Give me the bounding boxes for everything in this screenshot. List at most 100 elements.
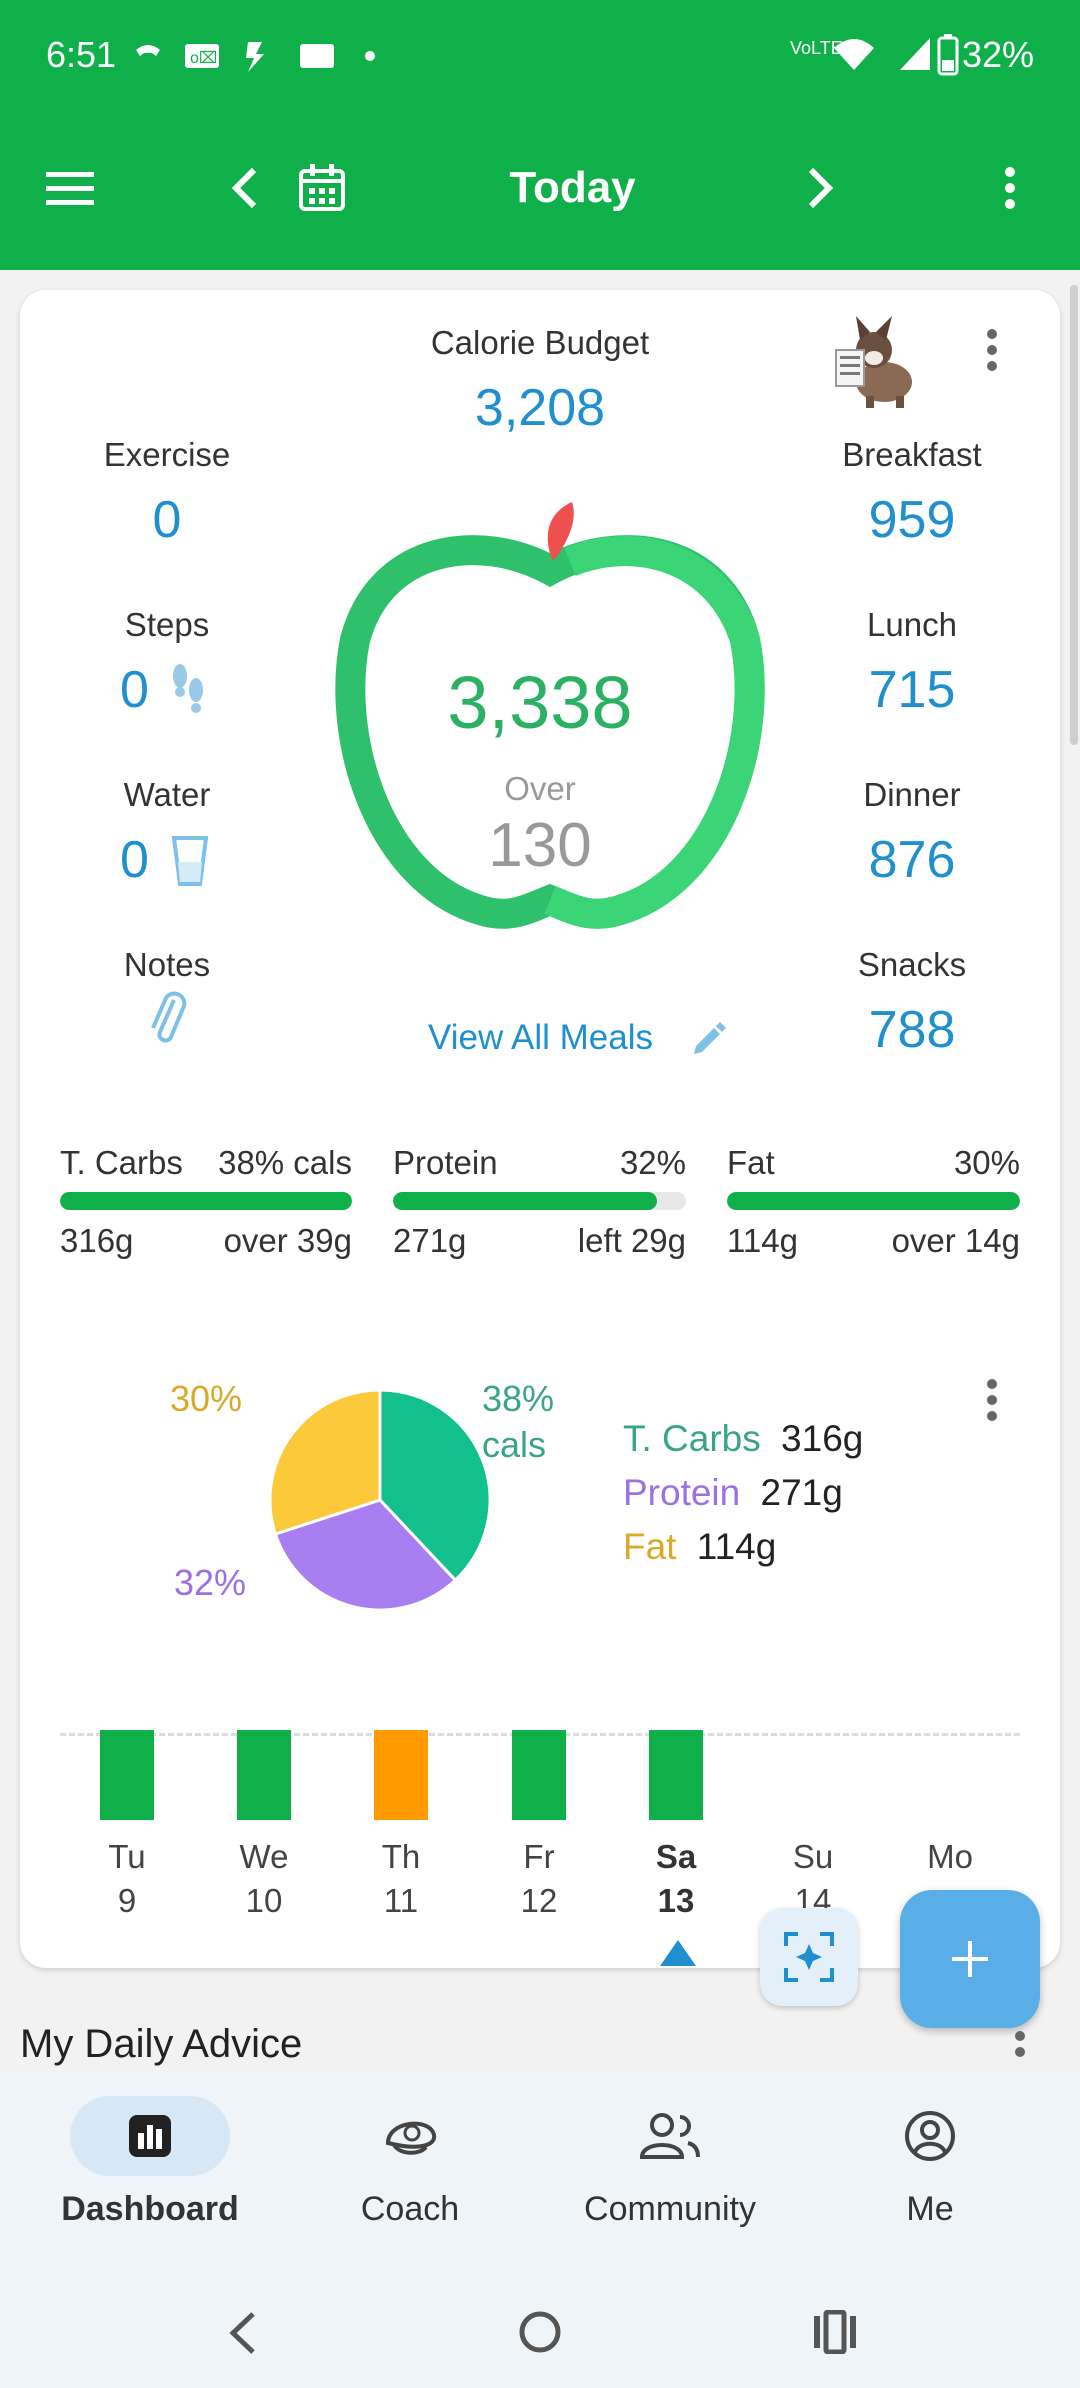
selected-day-indicator (660, 1940, 696, 1966)
day-bar-tu[interactable] (100, 1730, 154, 1820)
day-bar-fr[interactable] (512, 1730, 566, 1820)
system-back-icon[interactable] (225, 2308, 261, 2358)
day-name[interactable]: We (239, 1838, 289, 1875)
legend-carbs: T. Carbs 316g (623, 1418, 863, 1460)
next-day-button[interactable] (790, 158, 850, 218)
summary-card: Calorie Budget 3,208 Exercise 0 Steps 0 … (20, 290, 1060, 1968)
apple-progress-ring[interactable] (320, 490, 780, 970)
day-name[interactable]: Tu (108, 1838, 146, 1875)
day-number[interactable]: 12 (520, 1882, 558, 1919)
nav-dashboard-label: Dashboard (61, 2190, 239, 2228)
legend-grams: 114g (696, 1526, 777, 1567)
chart-menu-icon[interactable] (972, 1370, 1012, 1430)
day-name[interactable]: Sa (655, 1838, 697, 1875)
snacks-value[interactable]: 788 (868, 1001, 956, 1059)
pie-label-fat: 30% (170, 1378, 243, 1419)
nav-me-label: Me (906, 2190, 954, 2228)
volte-indicator: VoLTE (790, 38, 843, 58)
macro-grams: 114g (727, 1222, 798, 1259)
calorie-budget-value[interactable]: 3,208 (474, 379, 606, 437)
coach-icon (385, 2121, 437, 2155)
more-options-icon[interactable] (980, 158, 1040, 218)
system-home-icon[interactable] (518, 2310, 562, 2354)
breakfast-value[interactable]: 959 (868, 491, 956, 549)
steps-value[interactable]: 0 (120, 661, 149, 719)
pie-slice-t-carbs (378, 1388, 492, 1583)
bottom-navigation: Dashboard Coach Community (0, 2068, 1080, 2278)
water-label: Water (123, 776, 211, 813)
macro-pie-chart[interactable] (260, 1380, 500, 1620)
dinner-label: Dinner (863, 776, 961, 813)
previous-day-button[interactable] (215, 158, 275, 218)
advice-menu-icon[interactable] (1010, 2030, 1030, 2070)
day-name[interactable]: Su (792, 1838, 834, 1875)
nav-coach[interactable]: Coach (300, 2096, 520, 2229)
profile-icon (905, 2111, 955, 2161)
battery-percent: 32% (962, 34, 1035, 75)
system-recents-icon[interactable] (812, 2310, 858, 2354)
scan-button[interactable] (760, 1908, 858, 2006)
macro-bar (60, 1192, 352, 1210)
page-title[interactable]: Today (509, 163, 636, 212)
calendar-icon[interactable] (292, 158, 352, 218)
signal-wifi-icons (834, 38, 930, 70)
macro-status: left 29g (577, 1222, 686, 1259)
mascot-dog-icon[interactable] (826, 310, 926, 410)
card-menu-icon[interactable] (972, 320, 1012, 380)
nav-active-pill (70, 2096, 230, 2176)
lunch-value[interactable]: 715 (868, 661, 956, 719)
day-name[interactable]: Th (381, 1838, 421, 1875)
day-number[interactable]: 10 (245, 1882, 283, 1919)
battery-icon (937, 34, 959, 76)
day-number[interactable]: 11 (383, 1882, 419, 1919)
day-name[interactable]: Fr (523, 1838, 555, 1875)
macro-name: T. Carbs (60, 1144, 183, 1181)
macro-bar (393, 1192, 686, 1210)
legend-name: Fat (623, 1526, 677, 1567)
pencil-icon[interactable] (690, 1018, 726, 1054)
total-calories-value: 3,338 (447, 661, 633, 744)
notification-icons: o⌧ (136, 42, 375, 72)
day-number[interactable]: 9 (117, 1882, 137, 1919)
over-value: 130 (488, 811, 592, 880)
macro-name: Protein (393, 1144, 498, 1181)
macro-status: over 14g (891, 1222, 1020, 1259)
paperclip-icon[interactable] (148, 990, 188, 1050)
legend-name: T. Carbs (623, 1418, 761, 1459)
macro-grams: 316g (60, 1222, 134, 1259)
exercise-label: Exercise (103, 436, 231, 473)
dinner-value[interactable]: 876 (868, 831, 956, 889)
pie-label-carbs: 38% (482, 1378, 555, 1419)
status-time: 6:51 (46, 34, 117, 75)
add-button[interactable] (900, 1890, 1040, 2028)
svg-text:o⌧: o⌧ (190, 50, 217, 67)
water-glass-icon[interactable] (170, 834, 210, 888)
water-value[interactable]: 0 (120, 831, 149, 889)
view-all-meals-link[interactable]: View All Meals (428, 1018, 654, 1057)
dashboard-icon (129, 2115, 171, 2157)
macro-status: over 39g (223, 1222, 352, 1259)
legend-name: Protein (623, 1472, 741, 1513)
day-number[interactable]: 13 (657, 1882, 695, 1919)
day-bar-th[interactable] (374, 1730, 428, 1820)
breakfast-label: Breakfast (842, 436, 982, 473)
macro-percent: 32% (619, 1144, 686, 1181)
lunch-label: Lunch (867, 606, 957, 643)
steps-label: Steps (124, 606, 210, 643)
day-bar-sa[interactable] (649, 1730, 703, 1820)
macro-grams: 271g (393, 1222, 467, 1259)
macro-name: Fat (727, 1144, 775, 1181)
pie-slice-fat (268, 1388, 382, 1536)
nav-dashboard[interactable]: Dashboard (40, 2096, 260, 2229)
legend-protein: Protein 271g (623, 1472, 843, 1514)
over-label: Over (504, 770, 576, 807)
menu-icon[interactable] (40, 158, 100, 218)
nav-me[interactable]: Me (820, 2096, 1040, 2229)
daily-advice-title: My Daily Advice (20, 2022, 303, 2066)
nav-community[interactable]: Community (560, 2096, 780, 2229)
exercise-value[interactable]: 0 (152, 491, 182, 549)
day-name[interactable]: Mo (927, 1838, 973, 1875)
plus-icon (952, 1941, 988, 1977)
scrollbar[interactable] (1070, 285, 1078, 745)
day-bar-we[interactable] (237, 1730, 291, 1820)
